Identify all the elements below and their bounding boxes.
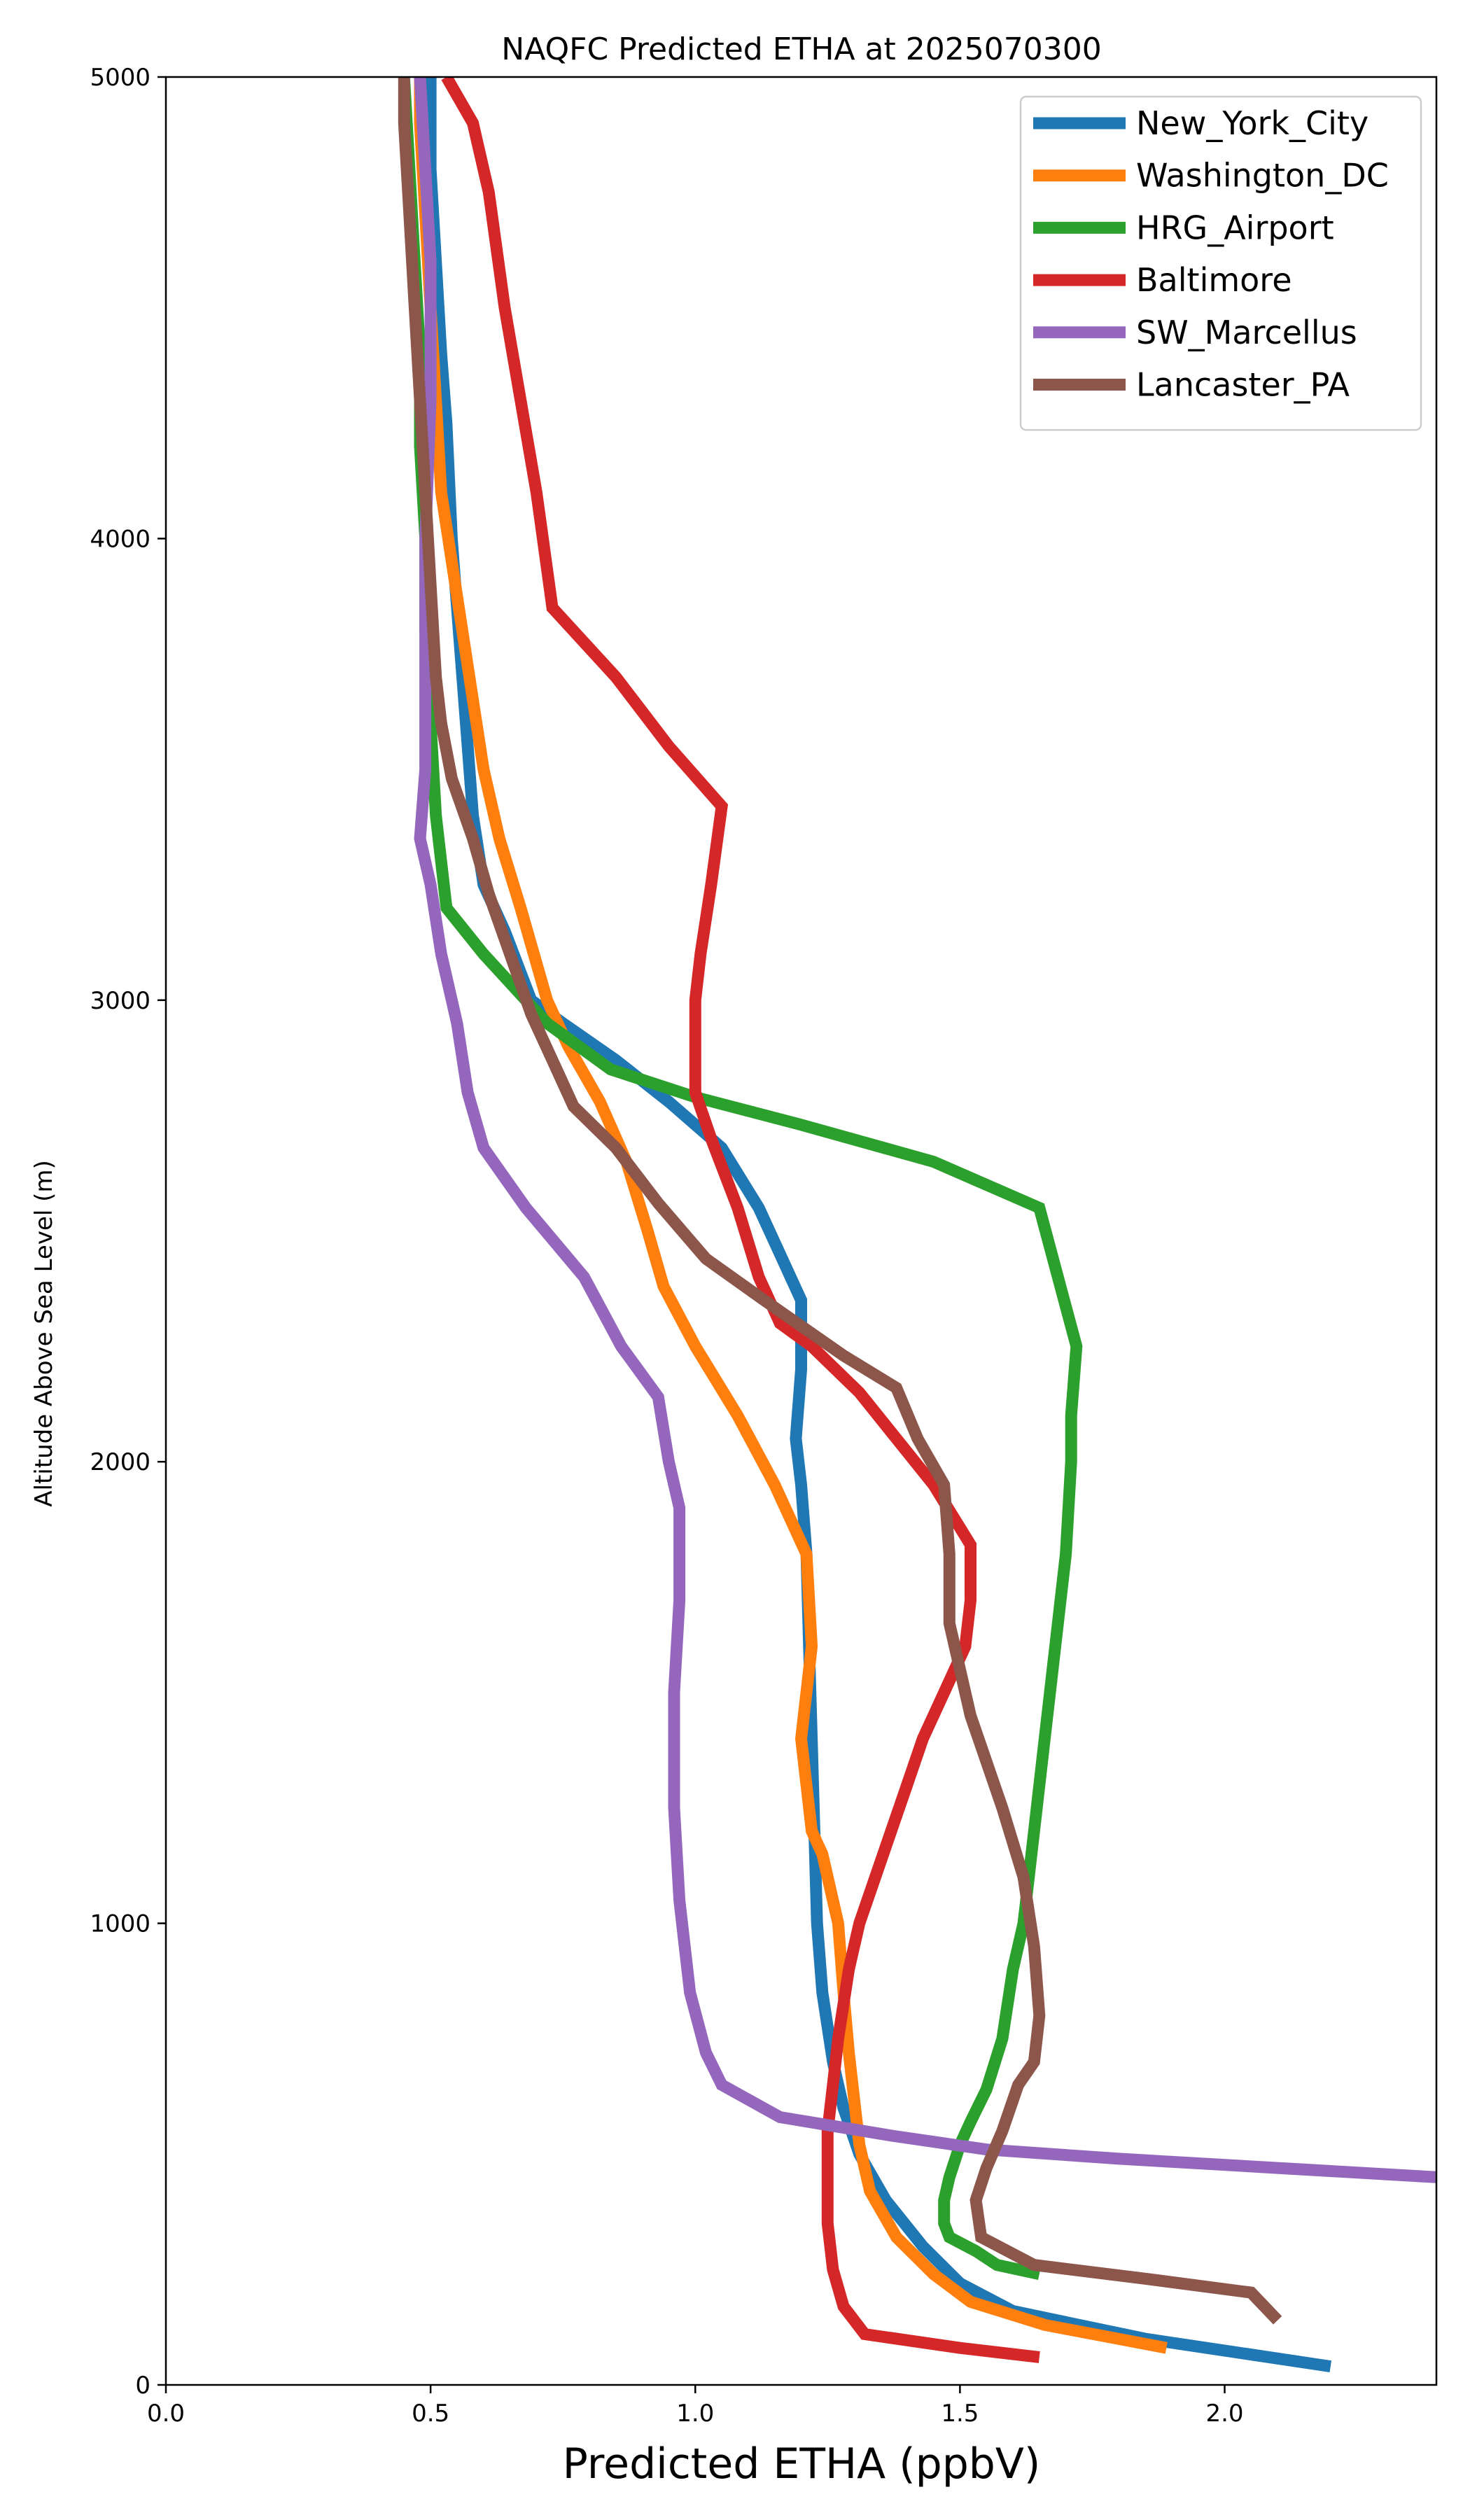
y-tick-label: 2000 <box>90 1448 150 1476</box>
x-axis-label: Predicted ETHA (ppbV) <box>563 2440 1041 2488</box>
y-tick-label: 1000 <box>90 1910 150 1938</box>
plot-frame <box>164 76 1438 2386</box>
x-tick-label: 1.0 <box>676 2400 714 2428</box>
chart-title: NAQFC Predicted ETHA at 2025070300 <box>501 31 1101 67</box>
x-tick-label: 0.5 <box>412 2400 449 2428</box>
legend-label: Washington_DC <box>1136 157 1389 195</box>
y-tick-label: 3000 <box>90 987 150 1015</box>
series-line-sw-marcellus <box>414 77 1436 2183</box>
series-line-lancaster-pa <box>398 77 1282 2325</box>
series-line-washington-dc <box>414 77 1168 2354</box>
legend-label: SW_Marcellus <box>1136 314 1357 351</box>
plot-area: 0.0 0.5 1.0 1.5 2.0 0 1000 2000 3000 4000 5000 <box>90 64 1438 2428</box>
y-tick-label: 4000 <box>90 525 150 553</box>
series-layer <box>398 77 1436 2373</box>
legend-label: HRG_Airport <box>1136 209 1334 246</box>
x-tick-label: 2.0 <box>1205 2400 1243 2428</box>
legend-label: Baltimore <box>1136 261 1292 299</box>
x-axis-ticks: 0.0 0.5 1.0 1.5 2.0 <box>147 2385 1244 2428</box>
x-tick-label: 0.0 <box>147 2400 185 2428</box>
y-axis-ticks: 0 1000 2000 3000 4000 5000 <box>90 64 166 2400</box>
series-line-baltimore <box>441 77 1040 2363</box>
y-axis-label: Altitude Above Sea Level (m) <box>30 1160 58 1507</box>
legend-label: Lancaster_PA <box>1136 366 1350 404</box>
x-tick-label: 1.5 <box>941 2400 979 2428</box>
y-tick-label: 5000 <box>90 64 150 92</box>
legend-label: New_York_City <box>1136 104 1368 142</box>
legend: New_York_City Washington_DC HRG_Airport Bal… <box>1019 95 1422 431</box>
y-tick-label: 0 <box>135 2372 150 2400</box>
